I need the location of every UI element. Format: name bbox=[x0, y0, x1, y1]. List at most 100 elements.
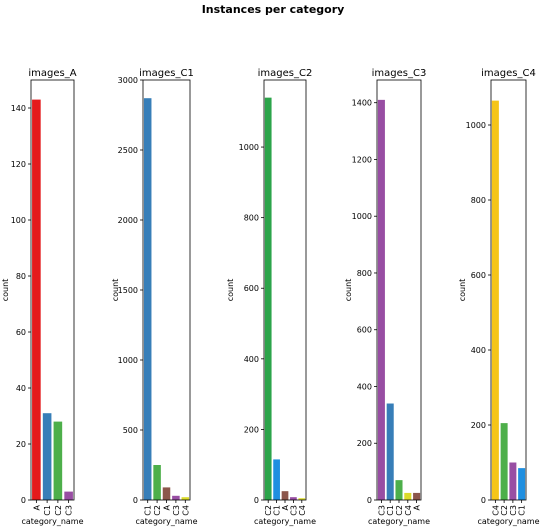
y-tick-label: 100 bbox=[11, 216, 26, 225]
y-tick-label: 1000 bbox=[352, 212, 372, 221]
x-tick-label: C1 bbox=[386, 505, 395, 516]
y-tick-label: 1000 bbox=[466, 121, 486, 130]
x-tick-label: A bbox=[413, 504, 422, 510]
y-tick-label: 120 bbox=[11, 160, 26, 169]
figure-title: Instances per category bbox=[202, 3, 345, 16]
y-tick-label: 600 bbox=[244, 284, 259, 293]
x-tick-label: C3 bbox=[289, 505, 298, 516]
y-tick-label: 1500 bbox=[118, 286, 138, 295]
subplot-title: images_C3 bbox=[372, 68, 427, 79]
y-tick-label: 500 bbox=[123, 426, 138, 435]
subplot-5: images_C4 C4 C2 C3 C1 0 200 400 600 800 1000 catego… bbox=[458, 68, 540, 526]
y-axis-label: count bbox=[1, 279, 10, 302]
y-tick-label: 400 bbox=[471, 346, 486, 355]
y-tick-label: 60 bbox=[16, 328, 26, 337]
bar-c3 bbox=[64, 491, 73, 500]
bar-a bbox=[281, 491, 289, 500]
subplot-2: images_C1 C1 C2 A C3 C4 0 500 1000 1500 2000 2500 30… bbox=[111, 68, 198, 526]
y-tick-label: 1000 bbox=[239, 143, 259, 152]
y-tick-label: 1400 bbox=[352, 99, 372, 108]
bar-c3 bbox=[509, 462, 517, 500]
x-tick-label: C1 bbox=[144, 505, 153, 516]
y-tick-label: 400 bbox=[357, 382, 372, 391]
subplot-title: images_A bbox=[28, 68, 76, 79]
y-tick-label: 40 bbox=[16, 384, 26, 393]
bar-c1 bbox=[518, 468, 526, 500]
subplot-3: images_C2 C2 C1 A C3 C4 0 200 400 600 800 1000 categ… bbox=[226, 68, 316, 526]
y-tick-label: 200 bbox=[471, 421, 486, 430]
bar-c2 bbox=[500, 423, 508, 500]
x-axis-label: category_name bbox=[135, 517, 197, 526]
bar-c4 bbox=[181, 497, 190, 500]
x-tick-label: C4 bbox=[404, 505, 413, 516]
y-axis-label: count bbox=[226, 279, 235, 302]
bar-c2 bbox=[264, 97, 272, 500]
x-tick-label: A bbox=[163, 504, 172, 510]
x-axis-label: category_name bbox=[21, 517, 83, 526]
x-tick-label: C1 bbox=[518, 505, 527, 516]
y-tick-label: 0 bbox=[481, 496, 486, 505]
y-tick-label: 200 bbox=[357, 439, 372, 448]
y-axis-label: count bbox=[111, 279, 120, 302]
subplot-1: images_A A C1 C2 C3 0 20 40 60 80 100 120 140 categor… bbox=[1, 68, 84, 526]
bar-c1 bbox=[273, 459, 280, 500]
x-tick-label: C3 bbox=[65, 505, 74, 516]
axes-frame bbox=[376, 79, 422, 501]
x-tick-label: C1 bbox=[273, 505, 282, 516]
y-tick-label: 1000 bbox=[118, 356, 138, 365]
y-tick-label: 600 bbox=[357, 326, 372, 335]
bar-c1 bbox=[386, 403, 394, 500]
y-tick-label: 3000 bbox=[118, 76, 138, 85]
bar-c2 bbox=[395, 480, 403, 500]
y-tick-label: 0 bbox=[254, 496, 259, 505]
y-tick-label: 600 bbox=[471, 271, 486, 280]
x-tick-label: C2 bbox=[500, 505, 509, 516]
y-tick-label: 400 bbox=[244, 355, 259, 364]
x-tick-label: A bbox=[281, 504, 290, 510]
bar-c4 bbox=[491, 100, 499, 500]
axes-frame bbox=[263, 79, 307, 501]
y-tick-label: 0 bbox=[367, 496, 372, 505]
subplot-title: images_C1 bbox=[139, 68, 194, 79]
x-tick-label: C1 bbox=[43, 505, 52, 516]
y-tick-label: 0 bbox=[21, 496, 26, 505]
bar-c3 bbox=[172, 495, 180, 500]
x-tick-label: C2 bbox=[153, 505, 162, 516]
x-axis-label: category_name bbox=[477, 517, 539, 526]
bar-a bbox=[413, 492, 421, 500]
y-tick-label: 2000 bbox=[118, 216, 138, 225]
x-tick-label: C2 bbox=[264, 505, 273, 516]
axes-frame bbox=[142, 79, 191, 501]
bar-c3 bbox=[290, 497, 297, 500]
subplot-title: images_C4 bbox=[481, 68, 536, 79]
y-tick-label: 800 bbox=[357, 269, 372, 278]
bar-a bbox=[32, 99, 41, 500]
x-tick-label: A bbox=[32, 504, 41, 510]
x-tick-label: C3 bbox=[377, 505, 386, 516]
axes-frame bbox=[30, 79, 75, 501]
bar-a bbox=[162, 487, 171, 500]
bar-c1 bbox=[42, 413, 52, 500]
x-tick-label: C3 bbox=[172, 505, 181, 516]
y-tick-label: 140 bbox=[11, 104, 26, 113]
x-tick-label: C4 bbox=[298, 505, 307, 516]
x-axis-label: category_name bbox=[254, 517, 316, 526]
y-tick-label: 1200 bbox=[352, 155, 372, 164]
x-tick-label: C4 bbox=[181, 505, 190, 516]
y-tick-label: 2500 bbox=[118, 146, 138, 155]
x-tick-label: C3 bbox=[509, 505, 518, 516]
x-axis-label: category_name bbox=[368, 517, 430, 526]
bar-c2 bbox=[153, 465, 161, 500]
bar-c4 bbox=[404, 492, 412, 500]
y-axis-label: count bbox=[344, 279, 353, 302]
x-tick-label: C2 bbox=[54, 505, 63, 516]
axes-frame bbox=[490, 79, 527, 501]
bar-c3 bbox=[377, 99, 385, 500]
x-tick-label: C2 bbox=[395, 505, 404, 516]
y-tick-label: 800 bbox=[471, 196, 486, 205]
subplot-title: images_C2 bbox=[258, 68, 313, 79]
x-tick-label: C4 bbox=[491, 505, 500, 516]
y-tick-label: 200 bbox=[244, 425, 259, 434]
y-axis-label: count bbox=[458, 279, 467, 302]
y-tick-label: 80 bbox=[16, 272, 26, 281]
